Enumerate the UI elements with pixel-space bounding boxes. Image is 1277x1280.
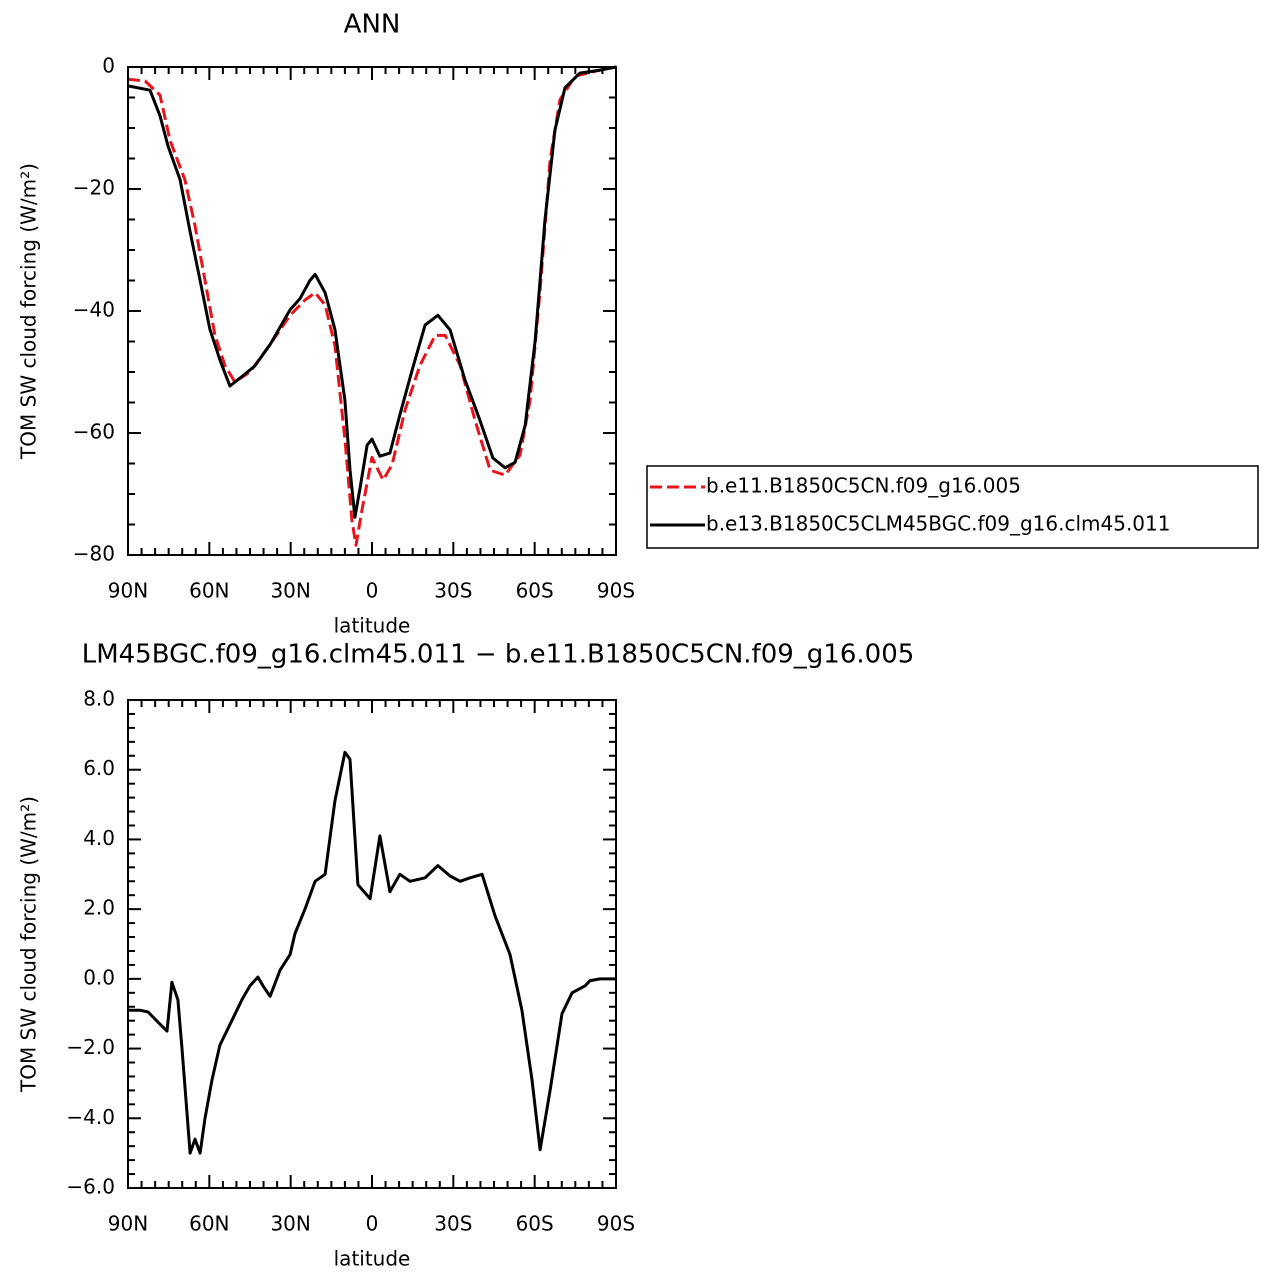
y-tick-label: 4.0 xyxy=(83,826,115,850)
y-tick-label: −80 xyxy=(73,542,115,566)
x-tick-label: 90S xyxy=(597,1212,635,1236)
y-axis-label: TOM SW cloud forcing (W/m²) xyxy=(17,796,41,1093)
x-tick-label: 90N xyxy=(108,579,148,603)
series-line xyxy=(127,65,617,519)
x-tick-label: 0 xyxy=(366,1212,379,1236)
y-tick-label: 0 xyxy=(102,54,115,78)
plot-frame xyxy=(127,66,617,556)
x-tick-label: 30S xyxy=(434,1212,472,1236)
y-tick-label: −6.0 xyxy=(66,1175,115,1199)
x-tick-label: 0 xyxy=(366,579,379,603)
x-tick-label: 60S xyxy=(516,1212,554,1236)
x-tick-label: 90N xyxy=(108,1212,148,1236)
y-tick-label: −60 xyxy=(73,420,115,444)
x-tick-label: 90S xyxy=(597,579,635,603)
y-tick-label: −4.0 xyxy=(66,1105,115,1129)
x-tick-label: 30N xyxy=(270,1212,310,1236)
x-tick-label: 60S xyxy=(516,579,554,603)
legend-box xyxy=(646,465,1259,549)
plot-frame xyxy=(127,699,617,1189)
series-line xyxy=(127,65,617,547)
y-tick-label: 2.0 xyxy=(83,896,115,920)
x-tick-label: 60N xyxy=(189,579,229,603)
legend-label: b.e11.B1850C5CN.f09_g16.005 xyxy=(706,474,1021,498)
y-tick-label: −40 xyxy=(73,298,115,322)
x-tick-label: 60N xyxy=(189,1212,229,1236)
x-axis-label: latitude xyxy=(334,1247,411,1271)
chart-title: ANN xyxy=(344,10,401,40)
x-tick-label: 30N xyxy=(270,579,310,603)
legend-label: b.e13.B1850C5CLM45BGC.f09_g16.clm45.011 xyxy=(706,512,1170,536)
y-tick-label: 0.0 xyxy=(83,965,115,989)
chart-title: LM45BGC.f09_g16.clm45.011 − b.e11.B1850C… xyxy=(82,640,915,670)
y-tick-label: −20 xyxy=(73,176,115,200)
y-axis-label: TOM SW cloud forcing (W/m²) xyxy=(17,163,41,460)
y-tick-label: −2.0 xyxy=(66,1035,115,1059)
x-tick-label: 30S xyxy=(434,579,472,603)
y-tick-label: 6.0 xyxy=(83,756,115,780)
series-line xyxy=(128,750,616,1155)
y-tick-label: 8.0 xyxy=(83,687,115,711)
x-axis-label: latitude xyxy=(334,614,411,638)
